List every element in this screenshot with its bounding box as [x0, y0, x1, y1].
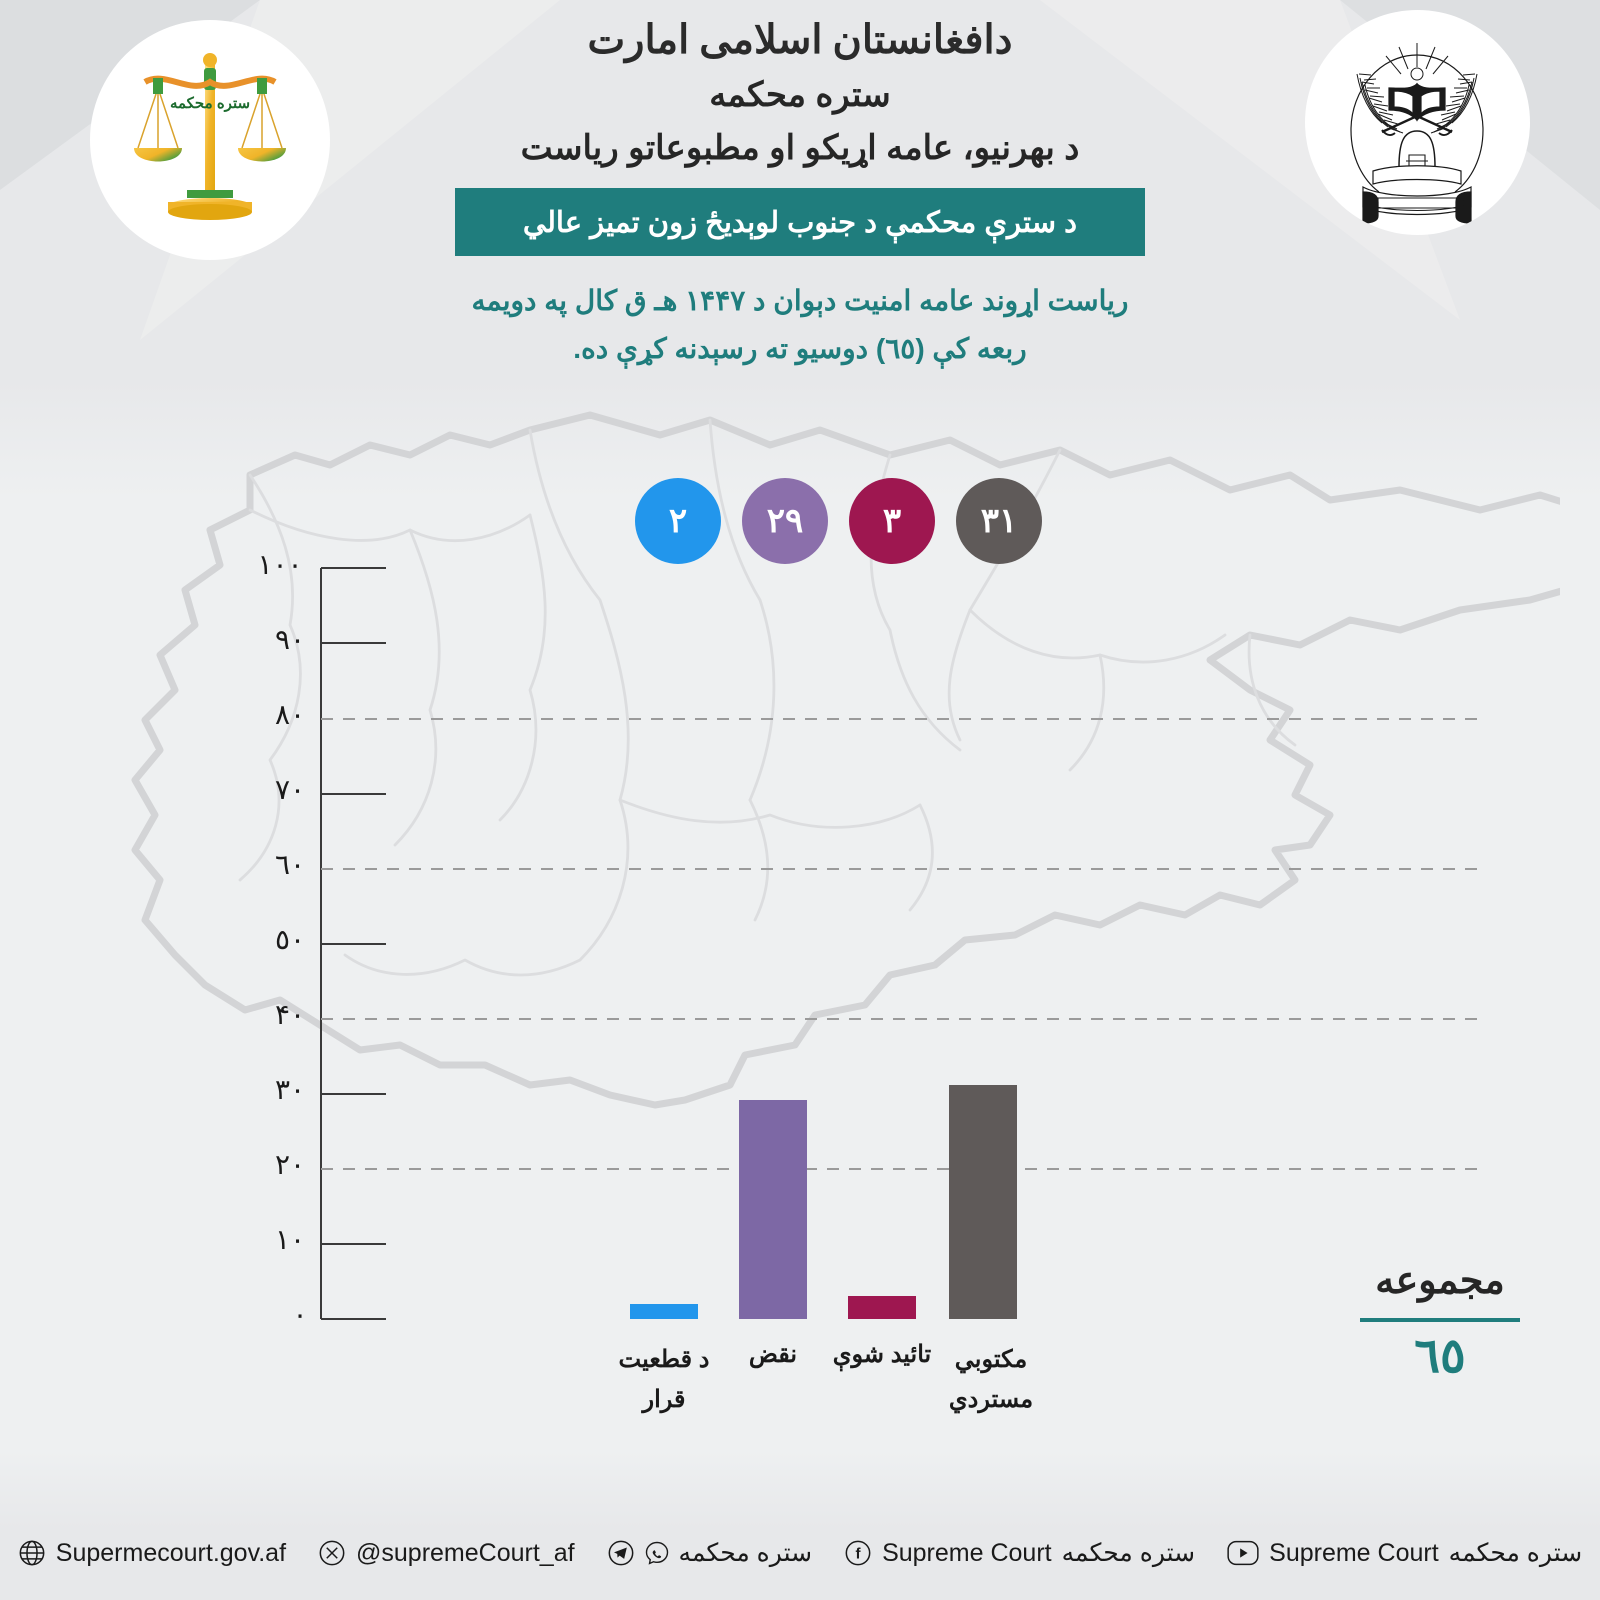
svg-text:f: f: [856, 1545, 862, 1562]
